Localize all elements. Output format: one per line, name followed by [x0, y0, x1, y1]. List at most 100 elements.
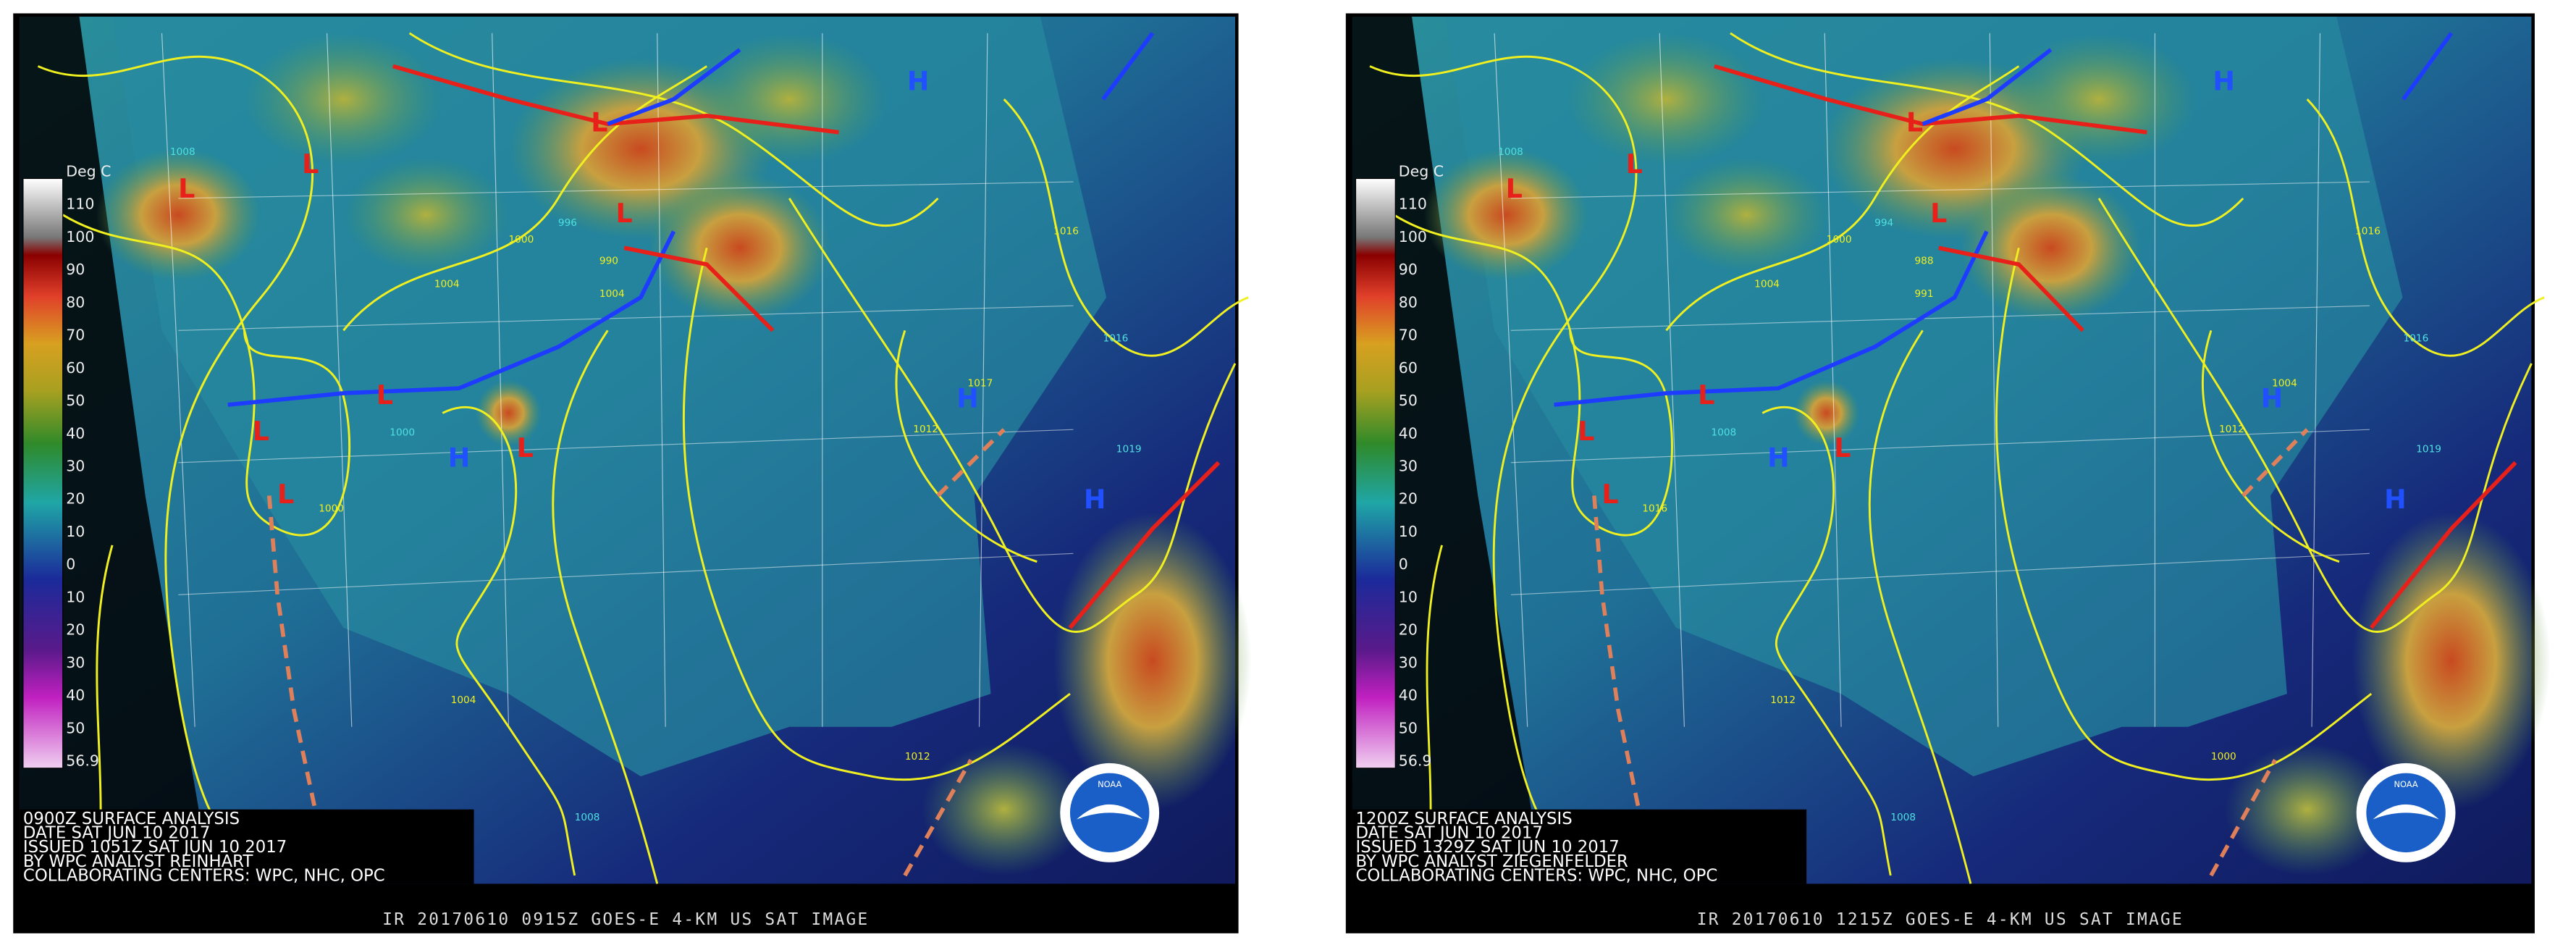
logo-text: NOAA [1098, 779, 1121, 789]
pressure-center: H [2261, 383, 2284, 414]
isobar [62, 214, 351, 537]
scale-label: 30 [66, 458, 85, 475]
cloud [244, 33, 443, 166]
info-line: BY WPC ANALYST REINHART [23, 852, 253, 871]
pressure-label: 1008 [575, 812, 600, 823]
pressure-label: 1000 [1827, 234, 1852, 245]
front [1068, 461, 1221, 629]
cloud [1664, 156, 1830, 273]
ocean-west [1352, 17, 1544, 884]
pressure-label: 1012 [913, 424, 938, 435]
scale-label: 30 [66, 654, 85, 671]
isobar [552, 329, 659, 884]
scale-label: 90 [66, 261, 85, 278]
pressure-label: 1016 [1642, 503, 1667, 515]
pressure-label: 1016 [1103, 333, 1129, 345]
state-border [1510, 553, 2370, 595]
scale-label: 10 [1399, 588, 1418, 605]
pressure-center: L [253, 416, 269, 447]
pressure-label: 1000 [319, 503, 344, 515]
info-line: ISSUED 1329Z SAT JUN 10 2017 [1356, 838, 1620, 857]
state-border [161, 33, 195, 727]
pressure-label: 994 [1874, 217, 1893, 229]
front [2402, 32, 2454, 101]
pressure-center: L [1698, 379, 1714, 411]
scale-label: 56.9 [66, 752, 99, 770]
front [1101, 32, 1155, 101]
front [1592, 495, 1644, 827]
logo-text: NOAA [2394, 779, 2417, 789]
scale-label: 80 [66, 293, 85, 311]
pressure-center: L [1601, 479, 1618, 510]
pressure-center: L [591, 107, 607, 138]
pressure-center: L [1506, 173, 1523, 204]
pressure-label: 1017 [968, 377, 993, 389]
scale-label: 40 [1399, 686, 1418, 704]
cloud [1960, 173, 2142, 322]
scale-label: 0 [1399, 555, 1408, 573]
state-border [1510, 305, 2370, 331]
isobar [1995, 247, 2373, 781]
isobar [1761, 406, 1892, 876]
pressure-center: L [517, 432, 534, 463]
state-border [178, 181, 1074, 199]
pressure-center: H [448, 442, 471, 474]
scale-label: 110 [1399, 196, 1427, 213]
front [1938, 245, 2084, 332]
front [1554, 230, 1989, 407]
map-image [20, 17, 1252, 884]
state-border [978, 33, 988, 727]
state-border [1510, 181, 2370, 199]
pressure-label: 1000 [390, 427, 415, 439]
scale-label: 60 [66, 359, 85, 377]
front [2209, 758, 2277, 877]
logo-bird [2373, 804, 2439, 820]
pressure-center: H [2384, 484, 2407, 515]
cloud [1793, 379, 1860, 447]
state-border [1989, 33, 1999, 727]
scale-label: 40 [1399, 424, 1418, 442]
pressure-center: L [1906, 107, 1923, 138]
cloud [96, 148, 261, 281]
logo-bird [1077, 804, 1143, 820]
scale-label: 0 [66, 555, 75, 573]
isobar [2201, 329, 2340, 563]
scale-label: 10 [66, 523, 85, 540]
info-line: COLLABORATING CENTERS: WPC, NHC, OPC [1356, 866, 1718, 885]
pressure-label: 1004 [2272, 377, 2297, 389]
pressure-label: 1000 [508, 234, 534, 245]
footer: IR 20170610 0915Z GOES-E 4-KM US SAT IMA… [382, 910, 869, 929]
cloud [649, 173, 831, 322]
pressure-label: 1008 [1711, 427, 1736, 439]
info-box [20, 809, 474, 884]
cloud [1423, 148, 1589, 281]
scale-label: 50 [66, 719, 85, 736]
pressure-center: L [1578, 416, 1594, 447]
scale-label: 40 [66, 424, 85, 442]
pressure-label: 1016 [1053, 226, 1079, 238]
pressure-label: 1012 [905, 751, 930, 763]
pressure-center: H [956, 383, 979, 414]
pressure-label: 1019 [1116, 444, 1142, 455]
front [2370, 461, 2517, 629]
info-line: DATE SAT JUN 10 2017 [23, 824, 210, 843]
info-line: COLLABORATING CENTERS: WPC, NHC, OPC [23, 866, 385, 885]
pressure-center: L [178, 173, 195, 204]
pressure-center: L [1626, 148, 1643, 180]
isobar [2097, 198, 2533, 633]
front [623, 245, 775, 332]
pressure-label: 1008 [1498, 146, 1523, 158]
cloud [1053, 512, 1252, 810]
scale-label: 90 [1399, 261, 1418, 278]
pressure-center: H [1084, 484, 1106, 515]
pressure-label: 1004 [451, 694, 476, 706]
scale-label: 30 [1399, 654, 1418, 671]
scale-label: 30 [1399, 458, 1418, 475]
scale-label: 60 [1399, 359, 1418, 377]
cloud [475, 379, 542, 447]
scale-label: 50 [66, 392, 85, 409]
state-border [1510, 429, 2370, 463]
pressure-label: 1004 [599, 288, 625, 300]
state-border [1824, 33, 1842, 727]
